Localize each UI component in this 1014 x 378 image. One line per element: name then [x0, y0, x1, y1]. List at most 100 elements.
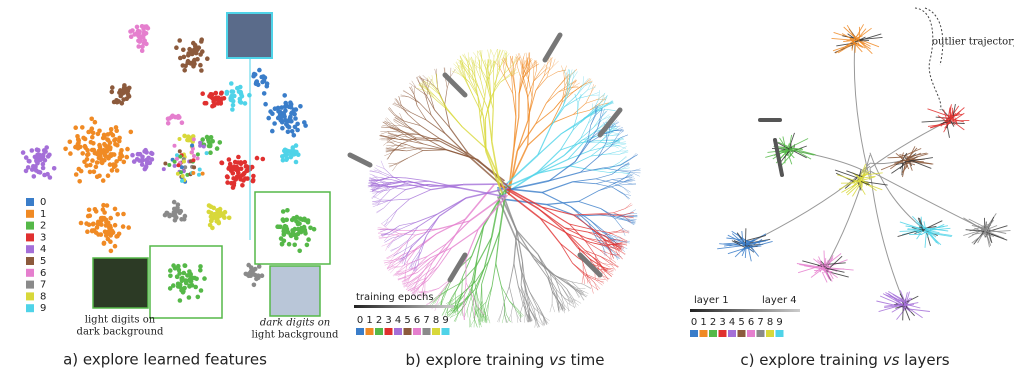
point [287, 149, 292, 154]
branch [492, 263, 496, 286]
branch [373, 196, 381, 200]
point [141, 35, 146, 40]
branch [528, 123, 552, 145]
point [21, 150, 26, 155]
branch [423, 150, 446, 151]
branch [409, 97, 420, 103]
point [68, 140, 73, 145]
branch [583, 275, 585, 284]
point [97, 155, 102, 160]
branch [570, 286, 580, 294]
branch [393, 103, 401, 105]
point [205, 56, 210, 61]
point [99, 218, 104, 223]
point [30, 148, 35, 153]
legend-label: 7 [40, 280, 46, 291]
branch [613, 209, 624, 213]
point [102, 158, 107, 163]
legend-swatch [423, 328, 431, 335]
legend-swatch [719, 330, 727, 337]
branch [564, 305, 565, 314]
thumbnail [93, 258, 148, 308]
point [46, 154, 51, 159]
point [181, 290, 186, 295]
point [290, 129, 295, 134]
legend-label: 7 [423, 315, 429, 326]
branch [517, 65, 520, 77]
point [276, 116, 281, 121]
point [79, 221, 84, 226]
point [163, 162, 167, 166]
point [266, 116, 271, 121]
point [270, 129, 275, 134]
point [167, 163, 171, 167]
point [95, 160, 100, 165]
point [260, 273, 265, 278]
point [306, 237, 311, 242]
point [289, 111, 294, 116]
branch [470, 307, 472, 319]
legend-swatch [26, 198, 34, 206]
point [101, 178, 106, 183]
point [214, 91, 219, 96]
annotation: outlier trajectory [932, 37, 1014, 48]
branch [602, 110, 608, 117]
branch [573, 214, 596, 215]
point [129, 130, 134, 135]
branch [531, 61, 536, 68]
branch [540, 318, 543, 326]
point [210, 226, 215, 231]
branch [602, 263, 611, 265]
point [252, 283, 257, 288]
point [86, 130, 91, 135]
point [294, 160, 299, 165]
branch [485, 97, 491, 120]
branch [506, 315, 510, 323]
point [198, 141, 202, 145]
trajectory [922, 120, 948, 122]
point [257, 68, 262, 73]
point [283, 108, 288, 113]
point [110, 168, 115, 173]
point [174, 45, 179, 50]
point [294, 150, 299, 155]
point [101, 136, 106, 141]
branch [511, 315, 512, 324]
legend-label: 6 [414, 315, 420, 326]
point [76, 141, 81, 146]
branch [496, 263, 502, 286]
branch [394, 246, 403, 254]
point [122, 160, 127, 165]
point [261, 157, 266, 162]
point [192, 137, 196, 141]
legend-label: 7 [757, 317, 763, 328]
branch [427, 88, 435, 97]
point [111, 133, 116, 138]
point [112, 138, 117, 143]
caption-part: layers [899, 351, 949, 369]
point [105, 155, 110, 160]
connector [745, 166, 870, 245]
point [262, 91, 267, 96]
point [176, 264, 181, 269]
point [91, 131, 96, 136]
point [168, 268, 173, 273]
point [179, 209, 184, 214]
point [181, 63, 186, 68]
point [140, 162, 145, 167]
branch [455, 314, 459, 322]
branch [388, 267, 396, 271]
caption-part: vs [549, 351, 566, 369]
branch [403, 90, 410, 95]
point [303, 231, 308, 236]
legend-end: layer 4 [762, 295, 797, 306]
point [192, 158, 196, 162]
branch [474, 319, 477, 327]
branch [520, 302, 523, 314]
point [115, 212, 120, 217]
point [85, 157, 90, 162]
point [109, 249, 114, 254]
point [193, 43, 198, 48]
caption: c) explore training vs layers [740, 351, 949, 369]
point [113, 207, 118, 212]
